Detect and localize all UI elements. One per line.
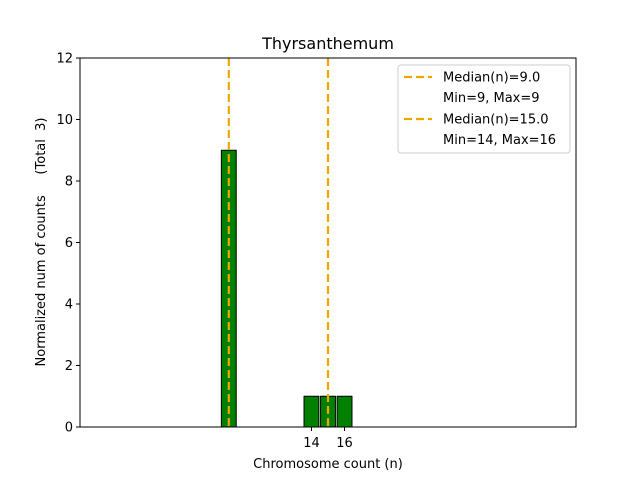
bar-n14	[303, 395, 320, 428]
legend-label-median-1: Median(n)=15.0	[443, 113, 549, 128]
y-tick-label-4: 4	[65, 298, 73, 313]
x-tick-label-14: 14	[303, 436, 320, 451]
legend-label-range-0: Min=9, Max=9	[443, 91, 540, 106]
y-tick-label-6: 6	[65, 236, 73, 251]
legend: Median(n)=9.0 Min=9, Max=9 Median(n)=15.0 M…	[397, 64, 571, 154]
legend-label-range-1: Min=14, Max=16	[443, 133, 556, 148]
plot-area: 0 2 4 6 8 10 12 14 16	[56, 52, 577, 451]
y-tick-label-0: 0	[65, 421, 73, 436]
y-tick-label-2: 2	[65, 359, 73, 374]
y-tick-label-12: 12	[56, 52, 73, 67]
legend-box	[397, 64, 571, 154]
x-tick-label-16: 16	[336, 436, 353, 451]
bar-n16	[336, 395, 353, 428]
x-axis-label: Chromosome count (n)	[253, 457, 403, 472]
y-tick-label-10: 10	[56, 113, 73, 128]
chart-title: Thyrsanthemum	[261, 34, 394, 53]
legend-label-median-0: Median(n)=9.0	[443, 71, 540, 86]
y-tick-label-8: 8	[65, 175, 73, 190]
y-axis-label: Normalized num of counts (Total 3)	[34, 118, 49, 367]
